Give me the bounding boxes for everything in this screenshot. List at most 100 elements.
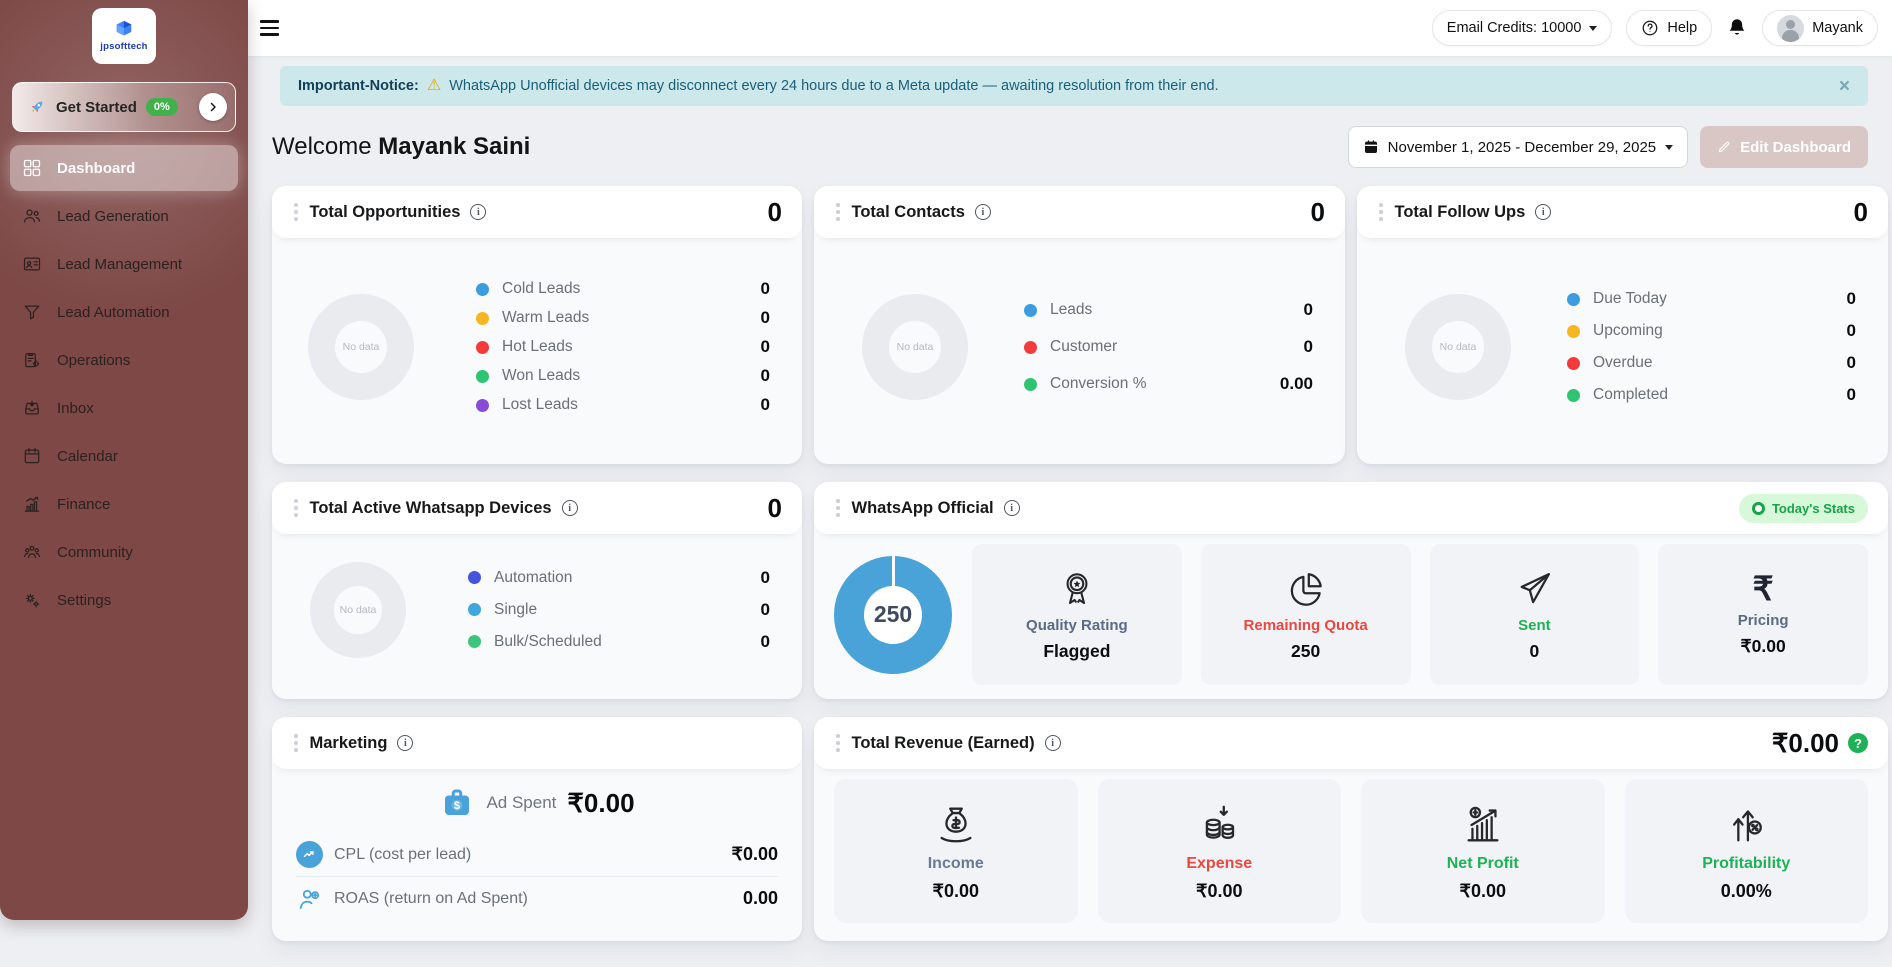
hamburger-menu-button[interactable] [260,17,286,39]
stat-label: Remaining Quota [1244,617,1368,634]
help-circle-icon[interactable]: ? [1848,733,1868,753]
legend-item: Conversion %0.00 [1024,374,1313,394]
stat-label: Sent [1518,617,1551,634]
sidebar-item-operations[interactable]: Operations [10,337,238,383]
no-data-label: No data [1440,341,1477,353]
app-logo[interactable]: jpsofttech [92,8,156,64]
calendar-icon [22,446,42,466]
legend-dot [1567,357,1580,370]
drag-handle-icon[interactable] [292,730,300,756]
stat-value: Flagged [1043,641,1110,662]
revenue-tile-label: Income [928,855,984,873]
drag-handle-icon[interactable] [834,730,842,756]
quota-donut-chart: 250 [834,556,952,674]
ad-spent-value: ₹0.00 [567,788,634,819]
card-total-follow-ups: Total Follow Ups i 0 No data Due Today0 … [1357,186,1888,464]
sidebar-item-finance[interactable]: Finance [10,481,238,527]
drag-handle-icon[interactable] [292,199,300,225]
no-data-donut-chart: No data [862,294,968,400]
people-icon [22,206,42,226]
date-range-picker[interactable]: November 1, 2025 - December 29, 2025 [1348,126,1688,168]
sidebar-item-lead-automation[interactable]: Lead Automation [10,289,238,335]
roas-row: ROAS (return on Ad Spent) 0.00 [296,877,778,920]
user-name: Mayank [1812,20,1863,36]
legend-item: Cold Leads0 [476,279,770,299]
get-started-progress-badge: 0% [146,98,178,116]
legend-dot [468,603,481,616]
drag-handle-icon[interactable] [1377,199,1385,225]
drag-handle-icon[interactable] [834,199,842,225]
get-started-next-button[interactable] [199,93,227,121]
get-started-button[interactable]: Get Started 0% [12,82,236,132]
chevron-down-icon [1665,145,1673,150]
legend-dot [1567,325,1580,338]
user-menu[interactable]: Mayank [1762,10,1878,46]
revenue-tile-value: ₹0.00 [1460,881,1507,902]
info-icon[interactable]: i [470,204,486,220]
card-total-value: 0 [768,493,782,524]
welcome-user-name: Mayank Saini [378,133,530,160]
roas-value: 0.00 [743,888,778,909]
card-title: Total Active Whatsapp Devices [310,499,552,518]
money-bag-hand-icon [933,801,979,847]
sidebar-item-inbox[interactable]: Inbox [10,385,238,431]
pie-chart-icon [1285,568,1327,610]
sidebar-item-lead-generation[interactable]: Lead Generation [10,193,238,239]
info-icon[interactable]: i [562,500,578,516]
stat-tile-quality-rating: Quality Rating Flagged [972,544,1182,685]
legend-dot [1024,378,1037,391]
trend-up-icon [296,841,323,868]
info-icon[interactable]: i [1535,204,1551,220]
warning-icon: ⚠ [427,78,441,94]
drag-handle-icon[interactable] [834,495,842,521]
stat-value: ₹0.00 [1741,636,1786,657]
card-title: Total Opportunities [310,203,461,222]
clipboard-gear-icon [22,350,42,370]
card-title: Total Follow Ups [1395,203,1526,222]
sidebar-nav: Dashboard Lead Generation Lead Managemen… [0,144,248,624]
sidebar-item-community[interactable]: Community [10,529,238,575]
revenue-tile-label: Net Profit [1447,855,1519,873]
help-button[interactable]: Help [1626,10,1712,46]
no-data-donut-chart: No data [1405,294,1511,400]
email-credits-dropdown[interactable]: Email Credits: 10000 [1432,10,1613,46]
sidebar-item-label: Calendar [57,448,118,465]
info-icon[interactable]: i [1045,735,1061,751]
card-total-value: 0 [768,197,782,228]
sidebar-item-dashboard[interactable]: Dashboard [10,145,238,191]
legend-item: Warm Leads0 [476,308,770,328]
legend-dot [1024,341,1037,354]
stat-tile-sent: Sent 0 [1430,544,1640,685]
info-icon[interactable]: i [1004,500,1020,516]
revenue-total-value: ₹0.00 [1772,728,1839,759]
sidebar-item-label: Lead Generation [57,208,169,225]
notifications-button[interactable] [1726,17,1748,39]
stat-label: Pricing [1738,612,1789,629]
legend-item: Due Today0 [1567,289,1856,309]
legend-dot [476,370,489,383]
drag-handle-icon[interactable] [292,495,300,521]
info-icon[interactable]: i [397,735,413,751]
no-data-donut-chart: No data [310,562,406,658]
edit-dashboard-button[interactable]: Edit Dashboard [1700,126,1868,168]
sidebar-item-settings[interactable]: Settings [10,577,238,623]
ad-spent-label: Ad Spent [486,793,556,813]
stat-label: Quality Rating [1026,617,1128,634]
sidebar-item-label: Inbox [57,400,94,417]
gear-icon [22,590,42,610]
close-icon[interactable]: × [1839,77,1850,96]
profit-chart-icon [1460,801,1506,847]
avatar [1777,15,1804,42]
page-title: Welcome Mayank Saini [272,133,530,161]
sidebar-item-label: Settings [57,592,111,609]
revenue-tile-label: Expense [1186,855,1252,873]
sidebar-item-lead-management[interactable]: Lead Management [10,241,238,287]
revenue-tile-label: Profitability [1702,855,1790,873]
sidebar-item-calendar[interactable]: Calendar [10,433,238,479]
rocket-icon [27,97,47,117]
revenue-tile-expense: Expense ₹0.00 [1098,779,1342,923]
notice-text: WhatsApp Unofficial devices may disconne… [449,78,1218,94]
revenue-tile-profitability: Profitability 0.00% [1625,779,1869,923]
notice-banner: Important-Notice: ⚠ WhatsApp Unofficial … [280,66,1868,106]
info-icon[interactable]: i [975,204,991,220]
